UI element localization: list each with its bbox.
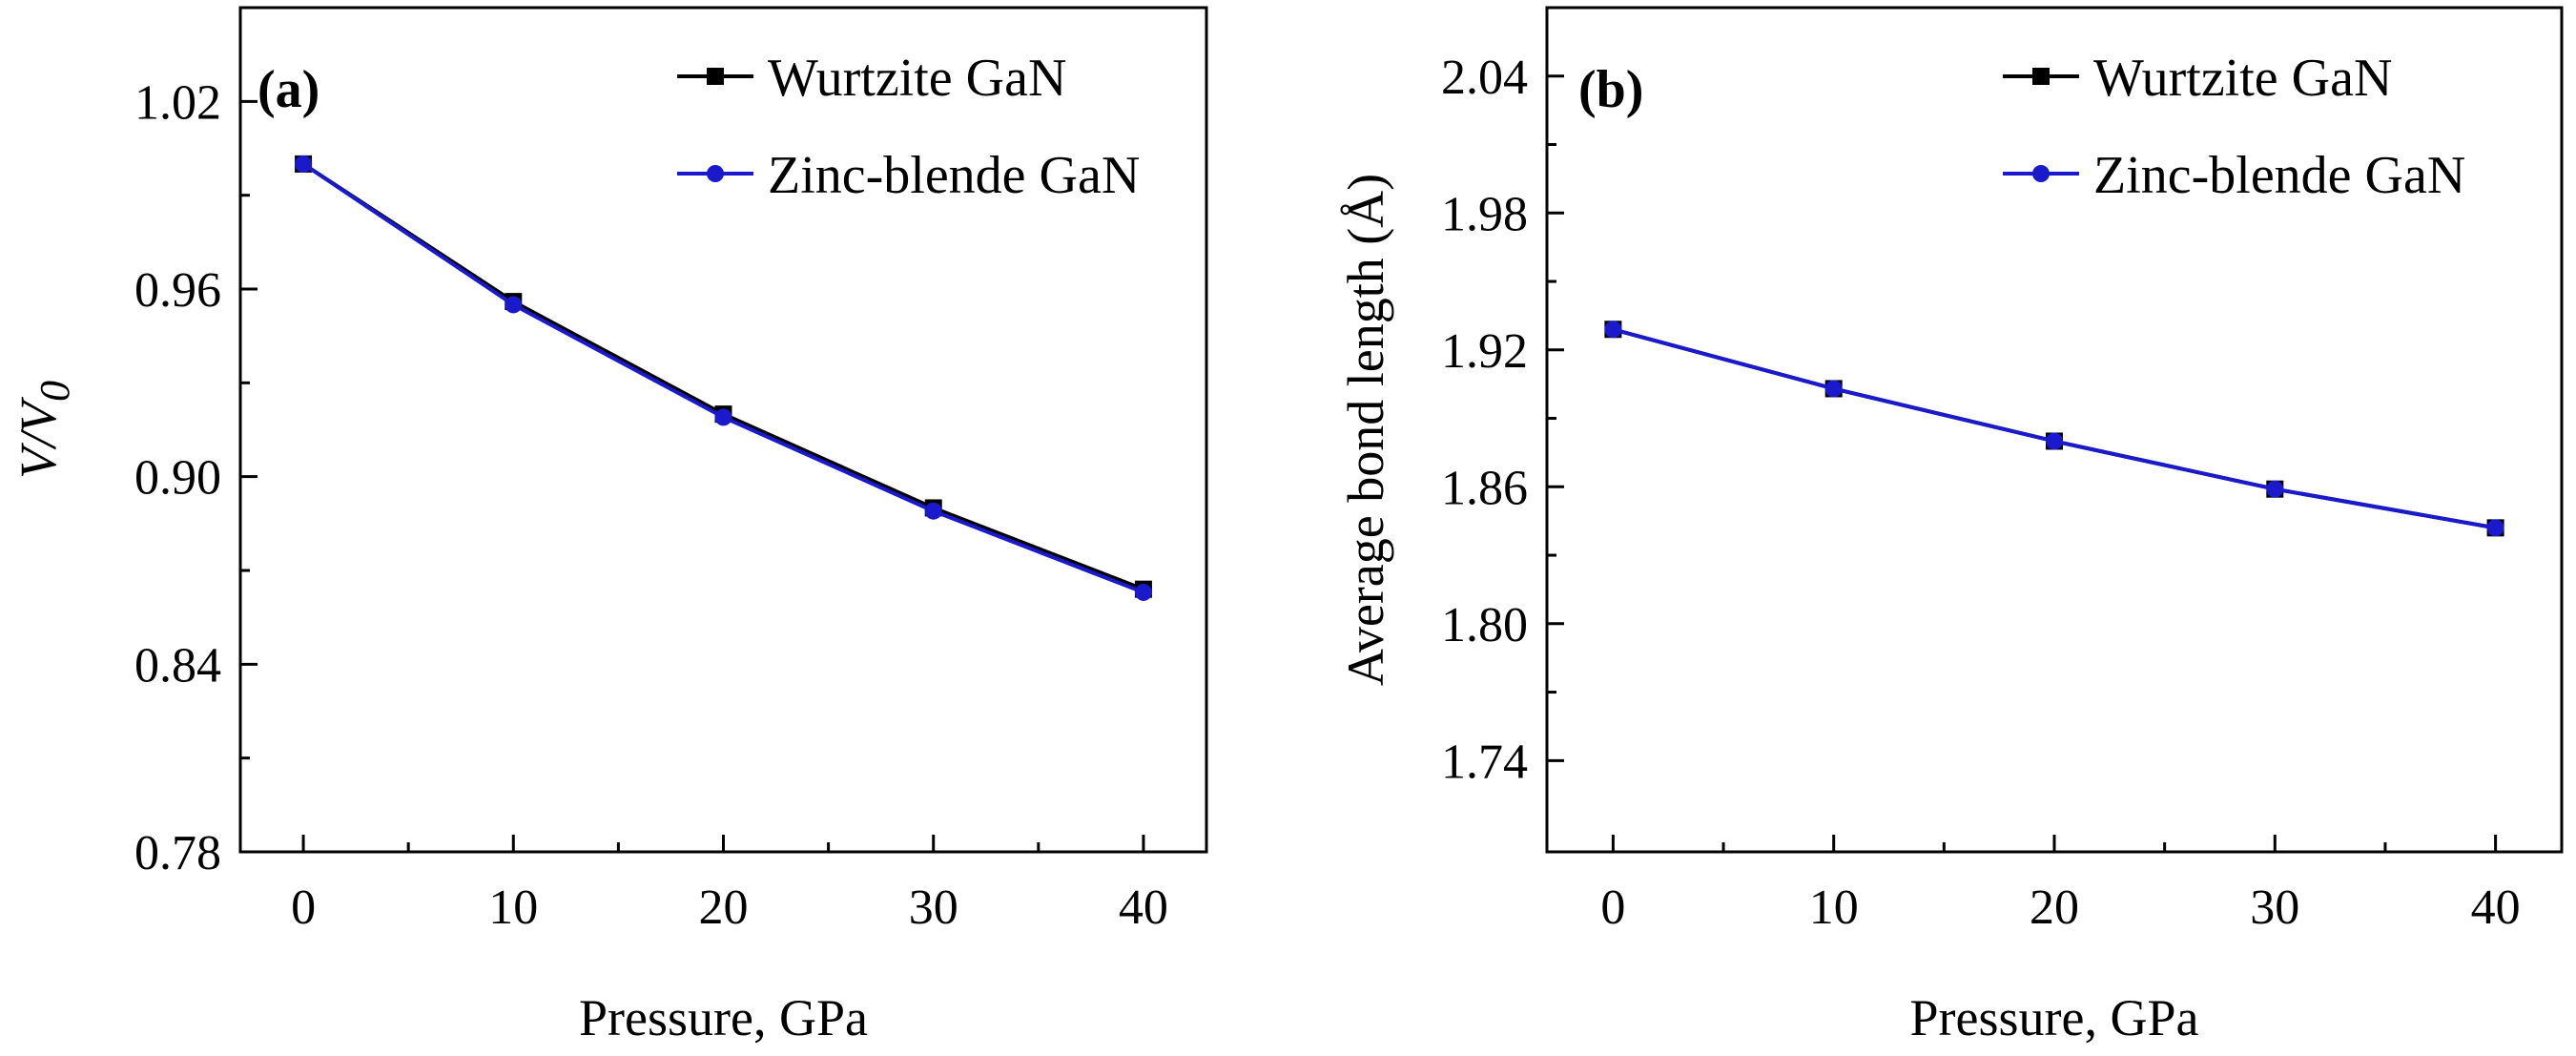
legend-marker-circle [2032,165,2050,182]
x-tick-label: 20 [699,880,749,935]
data-point-zinc-blende [295,155,313,173]
y-axis-label: V/V0 [10,381,78,479]
legend-label: Zinc-blende GaN [768,146,1140,205]
y-tick-label: 2.04 [1441,51,1528,105]
y-tick-label: 1.02 [134,75,221,130]
y-tick-label: 1.80 [1441,598,1528,652]
y-tick-label: 1.74 [1441,735,1528,789]
series-line-zinc-blende [1612,327,2496,530]
y-axis-label-main: V/V [10,396,67,479]
y-tick-label: 0.96 [134,263,221,318]
x-tick-label: 40 [2471,880,2521,935]
panel-a-chart: 0 10 20 30 40 0.78 0.84 0.90 0.96 1.02 Pressure, G… [10,6,1208,1046]
x-axis-label: Pressure, GPa [579,989,868,1046]
y-axis-label-subscript: 0 [31,381,78,402]
data-point-zinc-blende [2486,519,2504,537]
legend-marker-square [707,68,724,85]
plot-frame [1545,6,2564,854]
panel-b-chart: 0 10 20 30 40 1.74 1.80 1.86 1.92 1.98 2.04 Pressur… [1337,6,2564,1046]
x-tick-label: 10 [488,880,538,935]
series-line-wurtzite [301,162,1144,591]
legend-marker-circle [707,165,724,182]
panel-label: (b) [1578,60,1643,119]
legend-marker-square [2032,68,2050,85]
y-tick-label: 0.84 [134,638,221,693]
data-point-zinc-blende [2046,432,2063,450]
x-tick-label: 0 [291,880,316,935]
plot-frame [238,6,1208,854]
y-tick-label: 1.86 [1441,461,1528,515]
data-point-zinc-blende [2266,480,2284,498]
x-tick-label: 40 [1119,880,1168,935]
series-line-wurtzite [1612,327,2496,530]
x-tick-label: 20 [2030,880,2079,935]
data-point-zinc-blende [505,296,523,314]
x-tick-label: 30 [2250,880,2299,935]
y-tick-label: 1.92 [1441,324,1528,379]
data-point-zinc-blende [1604,321,1622,339]
legend-label: Wurtzite GaN [2093,49,2392,108]
series-line-zinc-blende [301,162,1144,594]
panel-label: (a) [258,60,319,119]
x-axis-label: Pressure, GPa [1910,989,2199,1046]
y-tick-label: 0.90 [134,451,221,506]
legend-label: Zinc-blende GaN [2093,146,2465,205]
y-axis-label: Average bond length (Å) [1337,174,1394,686]
data-point-zinc-blende [1824,380,1843,398]
data-point-zinc-blende [1134,583,1152,601]
legend-label: Wurtzite GaN [768,49,1066,108]
data-point-zinc-blende [714,408,732,426]
data-point-zinc-blende [924,502,942,520]
x-tick-label: 10 [1809,880,1859,935]
x-tick-label: 0 [1600,880,1625,935]
y-tick-label: 0.78 [134,826,221,880]
y-tick-label: 1.98 [1441,187,1528,241]
x-tick-label: 30 [909,880,958,935]
